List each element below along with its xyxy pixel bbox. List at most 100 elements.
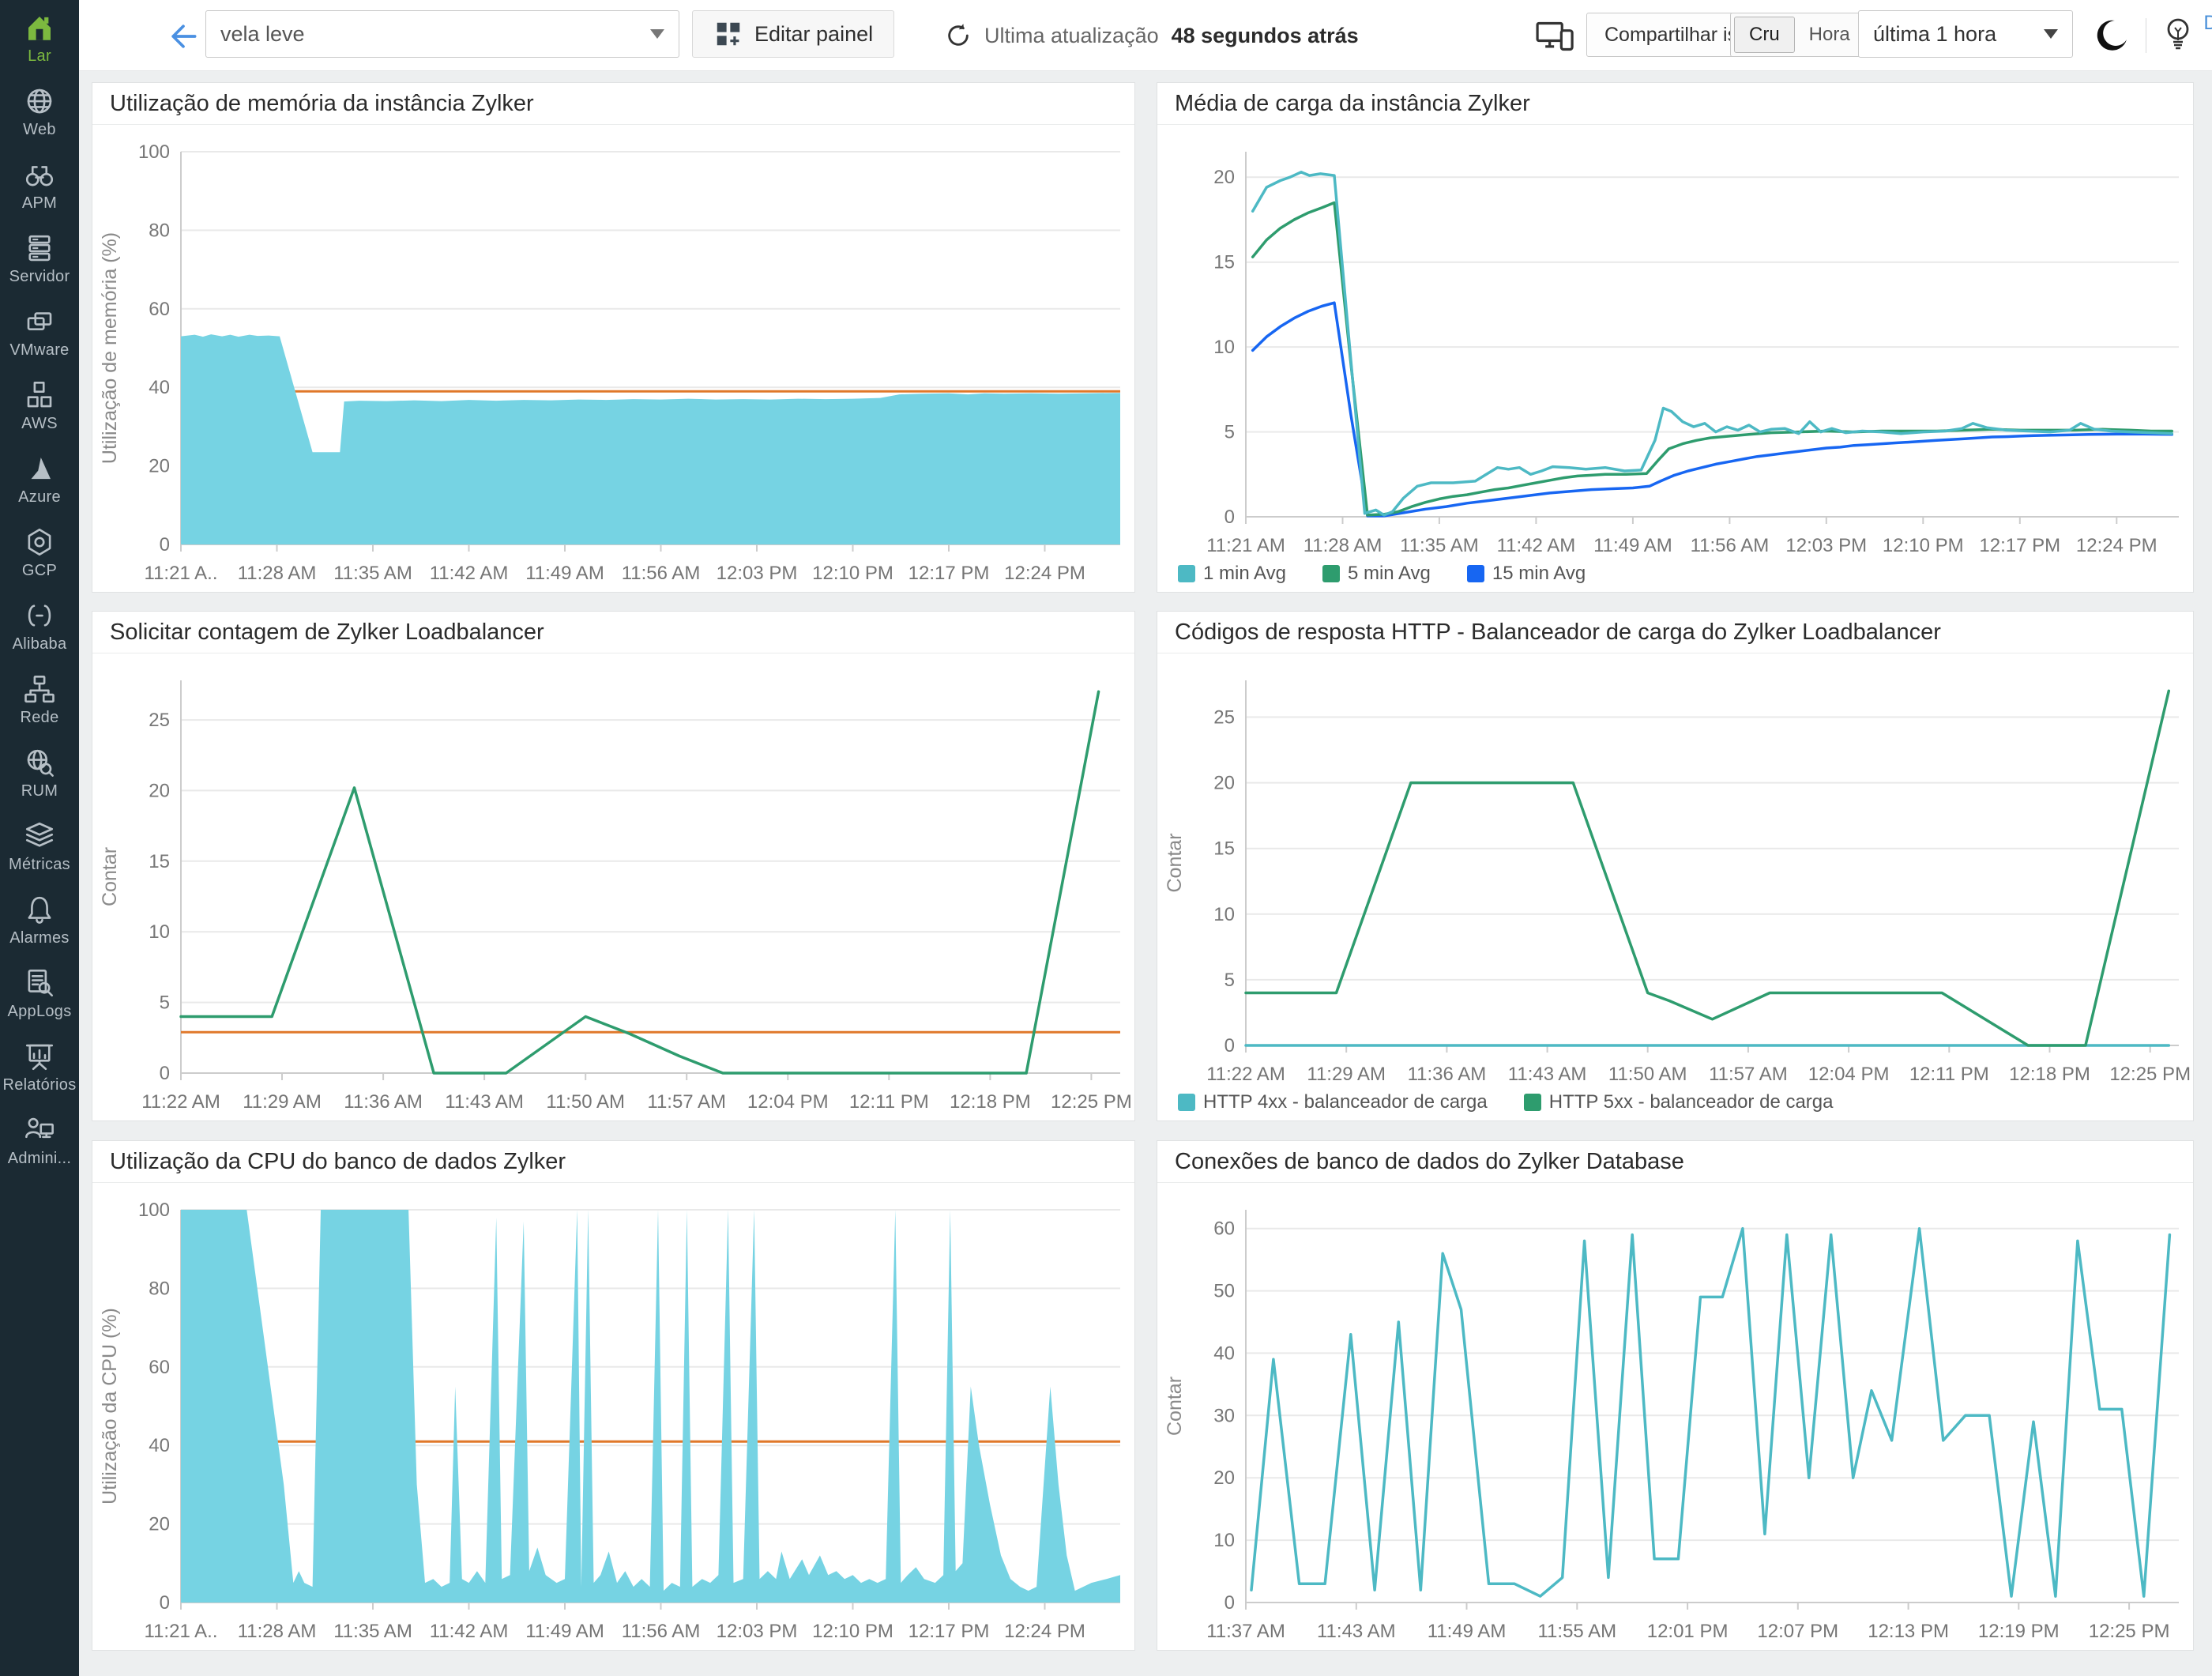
rum-icon <box>0 746 79 781</box>
svg-text:11:57 AM: 11:57 AM <box>647 1091 726 1113</box>
sidebar-item-vmware[interactable]: VMware <box>0 294 79 367</box>
svg-text:5: 5 <box>1224 970 1235 991</box>
svg-text:10: 10 <box>1213 337 1235 358</box>
sidebar-item-lar[interactable]: Lar <box>0 0 79 73</box>
svg-text:11:55 AM: 11:55 AM <box>1537 1621 1616 1642</box>
svg-text:12:25 PM: 12:25 PM <box>1051 1091 1132 1113</box>
panel-title: Utilização de memória da instância Zylke… <box>92 83 1134 125</box>
svg-text:11:50 AM: 11:50 AM <box>546 1091 625 1113</box>
chart-http-response-codes[interactable]: 0 5 10 15 20 25 11:22 AM 11:29 AM 11:36 AM 11:43 … <box>1157 653 2193 1120</box>
sidebar-item-label: Métricas <box>9 856 70 873</box>
toggle-option-hour[interactable]: Hora <box>1808 24 1850 45</box>
svg-text:12:07 PM: 12:07 PM <box>1757 1621 1838 1642</box>
svg-text:12:10 PM: 12:10 PM <box>1883 535 1964 556</box>
sidebar-item-servidor[interactable]: Servidor <box>0 220 79 294</box>
sidebar-item-alibaba[interactable]: Alibaba <box>0 588 79 661</box>
svg-text:11:29 AM: 11:29 AM <box>1307 1064 1386 1085</box>
svg-text:10: 10 <box>1213 904 1235 925</box>
chart-request-count[interactable]: 0 5 10 15 20 25 11:22 AM 11:29 AM 11:36 AM 11:43 … <box>92 653 1134 1120</box>
legend-swatch <box>1322 565 1340 582</box>
svg-text:25: 25 <box>1213 707 1235 729</box>
sidebar-item-alarmes[interactable]: Alarmes <box>0 882 79 955</box>
edit-dashboard-button[interactable]: Editar painel <box>692 10 895 58</box>
panel-title: Códigos de resposta HTTP - Balanceador d… <box>1157 612 2193 653</box>
sidebar-item-label: Servidor <box>9 268 70 285</box>
panel-load-average: Média de carga da instância Zylker 0 5 10 1… <box>1157 82 2194 593</box>
lightbulb-icon[interactable] <box>2161 17 2195 55</box>
svg-text:11:28 AM: 11:28 AM <box>238 1621 317 1642</box>
svg-text:11:28 AM: 11:28 AM <box>238 563 317 584</box>
sidebar-item-relat-rios[interactable]: Relatórios <box>0 1029 79 1102</box>
svg-text:100: 100 <box>138 1200 170 1221</box>
svg-text:11:36 AM: 11:36 AM <box>344 1091 423 1113</box>
svg-text:Contar: Contar <box>1164 1377 1186 1436</box>
svg-text:12:03 PM: 12:03 PM <box>1785 535 1867 556</box>
legend-item[interactable]: 1 min Avg <box>1178 563 1286 585</box>
refresh-icon[interactable] <box>945 22 972 49</box>
svg-text:12:10 PM: 12:10 PM <box>812 563 893 584</box>
svg-text:15: 15 <box>1213 252 1235 273</box>
network-icon <box>0 672 79 707</box>
sidebar-item-gcp[interactable]: GCP <box>0 514 79 588</box>
sidebar-item-apm[interactable]: APM <box>0 147 79 220</box>
svg-text:12:03 PM: 12:03 PM <box>717 563 798 584</box>
sidebar-item-aws[interactable]: AWS <box>0 367 79 441</box>
svg-text:11:43 AM: 11:43 AM <box>445 1091 524 1113</box>
svg-text:15: 15 <box>1213 838 1235 860</box>
legend-item[interactable]: HTTP 4xx - balanceador de carga <box>1178 1091 1488 1113</box>
time-range-select[interactable]: última 1 hora <box>1858 10 2073 58</box>
chart-load-average[interactable]: 0 5 10 15 20 11:21 AM 11:28 AM 11:35 AM 11:42 AM… <box>1157 125 2193 592</box>
svg-text:12:04 PM: 12:04 PM <box>1808 1064 1890 1085</box>
dashboard-select[interactable]: vela leve <box>205 10 679 58</box>
svg-text:11:49 AM: 11:49 AM <box>525 563 604 584</box>
svg-text:12:19 PM: 12:19 PM <box>1978 1621 2060 1642</box>
sidebar-item-azure[interactable]: Azure <box>0 441 79 514</box>
edit-dashboard-label: Editar painel <box>754 21 874 46</box>
toggle-option-raw[interactable]: Cru <box>1734 17 1795 53</box>
svg-text:12:25 PM: 12:25 PM <box>2109 1064 2191 1085</box>
legend-label: 1 min Avg <box>1203 563 1286 584</box>
devices-icon[interactable] <box>1535 19 1576 54</box>
binoculars-icon <box>0 158 79 193</box>
svg-text:0: 0 <box>160 1592 170 1614</box>
chart-svg: 0 10 20 30 40 50 60 11:37 AM 11:43 AM 11:49 AM 11:… <box>1164 1210 2179 1642</box>
page-tips-link[interactable]: Dicas de página <box>2203 12 2212 34</box>
svg-text:12:04 PM: 12:04 PM <box>747 1091 829 1113</box>
last-update-area: Ultima atualização 48 segundos atrás <box>945 0 1359 71</box>
back-arrow-icon[interactable] <box>166 19 201 54</box>
legend-label: HTTP 4xx - balanceador de carga <box>1203 1091 1488 1113</box>
chart-db-cpu-utilization[interactable]: 0 20 40 60 80 100 11:21 A.. 11:28 AM 11:35 AM 11:… <box>92 1183 1134 1650</box>
sidebar-item-label: Relatórios <box>2 1076 77 1094</box>
gcp-icon <box>0 525 79 560</box>
sidebar-item-rum[interactable]: RUM <box>0 735 79 808</box>
svg-text:Utilização de memória (%): Utilização de memória (%) <box>99 232 121 464</box>
svg-text:10: 10 <box>1213 1530 1235 1551</box>
sidebar-item-admini[interactable]: Admini... <box>0 1102 79 1176</box>
chart-svg: 0 5 10 15 20 25 11:22 AM 11:29 AM 11:36 AM 11:43 … <box>1164 680 2191 1085</box>
legend-item[interactable]: 15 min Avg <box>1466 563 1586 585</box>
svg-text:11:49 AM: 11:49 AM <box>525 1621 604 1642</box>
sidebar-item-m-tricas[interactable]: Métricas <box>0 808 79 882</box>
svg-text:Contar: Contar <box>99 847 121 906</box>
chart-memory-utilization[interactable]: 0 20 40 60 80 100 11:21 A.. 11:28 AM 11:35 AM 11:… <box>92 125 1134 592</box>
sidebar-item-label: VMware <box>9 341 70 359</box>
legend-item[interactable]: 5 min Avg <box>1322 563 1431 585</box>
svg-text:11:35 AM: 11:35 AM <box>1400 535 1479 556</box>
svg-text:11:29 AM: 11:29 AM <box>243 1091 322 1113</box>
svg-text:12:18 PM: 12:18 PM <box>950 1091 1031 1113</box>
svg-text:Utilização da CPU (%): Utilização da CPU (%) <box>99 1308 121 1505</box>
dark-mode-moon-icon[interactable] <box>2092 17 2130 55</box>
chart-svg: 0 5 10 15 20 11:21 AM 11:28 AM 11:35 AM 11:42 AM… <box>1206 152 2179 556</box>
svg-text:20: 20 <box>1213 773 1235 794</box>
svg-text:20: 20 <box>1213 1467 1235 1489</box>
svg-text:12:03 PM: 12:03 PM <box>717 1621 798 1642</box>
panel-title: Solicitar contagem de Zylker Loadbalance… <box>92 612 1134 653</box>
sidebar-item-web[interactable]: Web <box>0 73 79 147</box>
sidebar-item-applogs[interactable]: AppLogs <box>0 955 79 1029</box>
sidebar-item-rede[interactable]: Rede <box>0 661 79 735</box>
sidebar-item-label: Azure <box>18 488 61 506</box>
legend-item[interactable]: HTTP 5xx - balanceador de carga <box>1523 1091 1834 1113</box>
server-icon <box>0 232 79 266</box>
chart-db-connections[interactable]: 0 10 20 30 40 50 60 11:37 AM 11:43 AM 11:49 AM 11:… <box>1157 1183 2193 1650</box>
svg-text:60: 60 <box>1213 1218 1235 1240</box>
